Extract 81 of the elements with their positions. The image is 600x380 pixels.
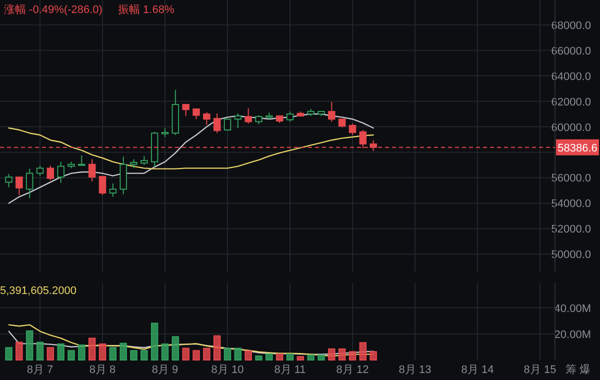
bar (192, 350, 200, 360)
candlestick (78, 154, 86, 166)
x-tick-label: 8月 8 (89, 364, 116, 376)
candlestick (286, 110, 294, 122)
x-tick-label: 8月 10 (211, 364, 244, 376)
candlestick (348, 123, 356, 136)
bar (203, 348, 210, 360)
candlestick (182, 104, 190, 116)
candlestick (57, 161, 64, 184)
y-tick-label: 66000.0 (551, 45, 591, 58)
x-tick-label: 8月 9 (152, 364, 178, 376)
y-tick-label: 54000.0 (551, 198, 591, 210)
bar (46, 347, 54, 360)
bar (5, 347, 12, 360)
x-tick-label: 8月 14 (461, 364, 494, 376)
x-tick-label: 8月 13 (398, 364, 432, 376)
bar (348, 351, 356, 360)
candlestick (26, 168, 34, 199)
bar (307, 354, 314, 360)
candlestick (16, 176, 23, 196)
text: 筹 爆 (565, 364, 591, 376)
bar (359, 342, 367, 360)
candlestick (213, 112, 221, 134)
y-tick-label: 68000.0 (551, 20, 591, 32)
x-tick-label: 8月 15 (524, 364, 556, 376)
candlestick (46, 165, 54, 181)
bar (120, 342, 127, 360)
y-tick-label: 52000.0 (551, 224, 591, 236)
candlestick (88, 158, 96, 182)
bar (16, 342, 23, 360)
bar (296, 356, 304, 360)
annotation: 5,391,605.2000 (0, 285, 76, 297)
ref-line-label: 58386.6 (558, 142, 598, 154)
x-tick-label: 8月 12 (336, 364, 369, 376)
candlestick (5, 173, 12, 188)
bar (224, 348, 232, 360)
bar (57, 343, 64, 360)
bar (26, 330, 34, 360)
bar (182, 348, 190, 360)
bar (276, 353, 284, 360)
bar (338, 348, 346, 360)
candlestick (328, 101, 336, 122)
bar (286, 353, 294, 360)
y-tick-label: 50000.0 (551, 249, 591, 262)
bar (88, 338, 96, 360)
candlestick (36, 165, 44, 176)
candlestick (109, 182, 117, 198)
y-tick-label: 64000.0 (551, 70, 591, 83)
bar (78, 344, 86, 360)
bar (266, 353, 273, 360)
bar (161, 343, 169, 360)
bar (234, 348, 242, 360)
candlestick (234, 112, 242, 129)
bar (172, 336, 180, 360)
candlestick (203, 112, 210, 126)
y-tick-label: 56000.0 (551, 172, 591, 185)
x-tick-label: 8月 11 (274, 364, 306, 376)
candlestick (192, 108, 200, 120)
bar (318, 354, 325, 360)
bar (36, 342, 44, 360)
y-tick-label: 20.00M (554, 328, 591, 341)
line-series (8, 127, 374, 170)
bar (98, 343, 106, 360)
y-tick-label: 62000.0 (551, 96, 591, 108)
bar (213, 335, 221, 360)
y-tick-label: 60000.0 (551, 122, 591, 134)
bar (370, 351, 377, 360)
bar (328, 348, 336, 360)
x-tick-label: 8月 7 (26, 364, 54, 376)
bar (140, 350, 148, 360)
bar (68, 350, 75, 360)
bar (244, 350, 252, 360)
annotation: 振幅 1.68% (118, 4, 174, 16)
bar (109, 347, 117, 360)
y-tick-label: 40.00M (554, 302, 591, 315)
candlestick (98, 176, 106, 196)
bar (150, 322, 158, 360)
bar (255, 355, 262, 360)
candlestick (244, 108, 252, 124)
annotation: 涨幅 -0.49%(-286.0) (4, 4, 102, 16)
bar (130, 350, 138, 360)
